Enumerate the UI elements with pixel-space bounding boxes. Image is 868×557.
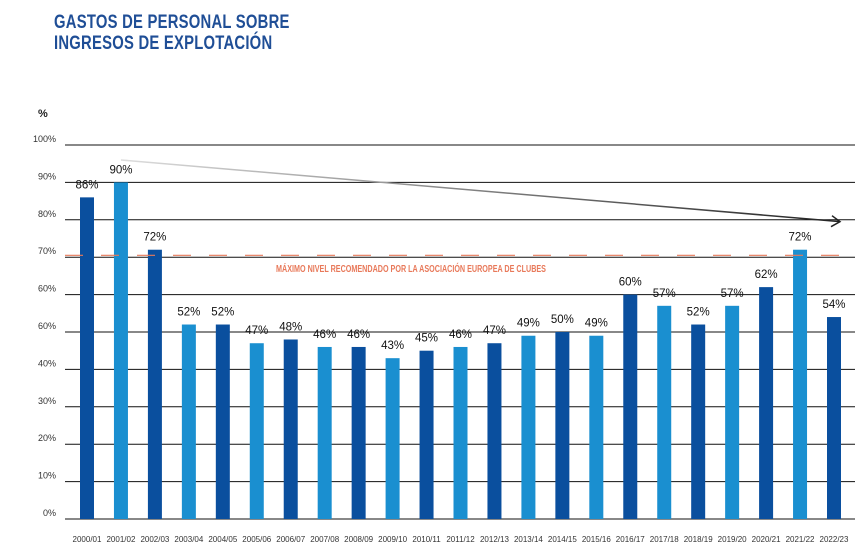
x-tick-label: 2012/13 — [480, 535, 509, 544]
x-tick-label: 2019/20 — [718, 535, 747, 544]
y-tick-label: 30% — [38, 396, 56, 406]
bar-2001/02 — [113, 182, 128, 519]
x-tick-label: 2010/11 — [412, 535, 441, 544]
bar-2018/19 — [691, 324, 706, 519]
y-tick-label: 90% — [38, 171, 56, 181]
bar-2014/15 — [555, 332, 570, 519]
data-label: 72% — [789, 232, 812, 244]
y-tick-label: 60% — [38, 284, 56, 294]
bar-2006/07 — [283, 339, 298, 519]
data-label: 86% — [75, 179, 98, 191]
bar-2010/11 — [419, 350, 434, 519]
bar-2003/04 — [181, 324, 196, 519]
arrow-head-icon — [830, 215, 842, 228]
data-label: 54% — [822, 299, 845, 311]
data-label: 57% — [721, 288, 744, 300]
x-tick-label: 2005/06 — [242, 535, 271, 544]
x-tick-label: 2015/16 — [582, 535, 611, 544]
bar-2020/21 — [759, 287, 774, 519]
x-tick-label: 2007/08 — [310, 535, 339, 544]
data-label: 60% — [619, 277, 642, 289]
y-tick-label: 80% — [38, 209, 56, 219]
bar-2019/20 — [725, 305, 740, 519]
y-tick-label: 60% — [38, 321, 56, 331]
data-label: 57% — [653, 288, 676, 300]
x-tick-label: 2004/05 — [208, 535, 237, 544]
data-label: 72% — [143, 232, 166, 244]
bar-2005/06 — [249, 343, 264, 519]
bar-2008/09 — [351, 346, 366, 519]
x-tick-label: 2002/03 — [140, 535, 169, 544]
x-tick-label: 2018/19 — [684, 535, 713, 544]
x-tick-label: 2003/04 — [174, 535, 203, 544]
x-tick-label: 2011/12 — [446, 535, 475, 544]
data-label: 49% — [517, 318, 540, 330]
data-label: 52% — [211, 307, 234, 319]
bar-2009/10 — [385, 358, 400, 519]
data-label: 46% — [449, 329, 472, 341]
title-line-2: INGRESOS DE EXPLOTACIÓN — [54, 33, 273, 54]
x-tick-label: 2016/17 — [616, 535, 645, 544]
bar-2011/12 — [453, 346, 468, 519]
bar-2012/13 — [487, 343, 502, 519]
bar-2004/05 — [215, 324, 230, 519]
y-tick-label: 20% — [38, 433, 56, 443]
data-label: 46% — [313, 329, 336, 341]
data-label: 52% — [687, 307, 710, 319]
x-tick-label: 2000/01 — [73, 535, 102, 544]
x-tick-label: 2017/18 — [650, 535, 679, 544]
data-label: 50% — [551, 314, 574, 326]
chart-title: GASTOS DE PERSONAL SOBRE INGRESOS DE EXP… — [54, 12, 290, 54]
x-tick-label: 2006/07 — [276, 535, 305, 544]
data-label: 90% — [109, 164, 132, 176]
y-tick-label: 100% — [33, 134, 56, 144]
x-tick-label: 2014/15 — [548, 535, 577, 544]
x-tick-label: 2022/23 — [820, 535, 849, 544]
trend-arrow — [120, 159, 841, 223]
data-label: 48% — [279, 321, 302, 333]
bar-2000/01 — [80, 197, 94, 520]
data-label: 43% — [381, 340, 404, 352]
bar-2007/08 — [317, 346, 332, 519]
bar-2021/22 — [793, 249, 808, 519]
y-tick-label: 10% — [38, 471, 56, 481]
bar-2013/14 — [521, 335, 536, 519]
y-axis-label: % — [38, 108, 48, 120]
x-tick-label: 2020/21 — [752, 535, 781, 544]
x-tick-label: 2021/22 — [786, 535, 815, 544]
x-tick-label: 2013/14 — [514, 535, 543, 544]
data-label: 47% — [483, 325, 506, 337]
data-label: 52% — [177, 307, 200, 319]
x-tick-label: 2008/09 — [344, 535, 373, 544]
bar-2002/03 — [147, 249, 162, 519]
data-label: 62% — [755, 269, 778, 281]
bar-2015/16 — [589, 335, 604, 519]
reference-line-label: MÁXIMO NIVEL RECOMENDADO POR LA ASOCIACI… — [276, 262, 546, 275]
data-label: 47% — [245, 325, 268, 337]
bar-2017/18 — [657, 305, 672, 519]
y-tick-label: 70% — [38, 246, 56, 256]
data-label: 49% — [585, 318, 608, 330]
data-label: 46% — [347, 329, 370, 341]
x-tick-label: 2009/10 — [378, 535, 407, 544]
data-label: 45% — [415, 333, 438, 345]
y-tick-label: 40% — [38, 358, 56, 368]
bar-2016/17 — [623, 294, 638, 519]
x-tick-label: 2001/02 — [106, 535, 135, 544]
y-tick-label: 0% — [43, 508, 56, 518]
bar-2022/23 — [827, 317, 841, 519]
title-line-1: GASTOS DE PERSONAL SOBRE — [54, 12, 290, 33]
